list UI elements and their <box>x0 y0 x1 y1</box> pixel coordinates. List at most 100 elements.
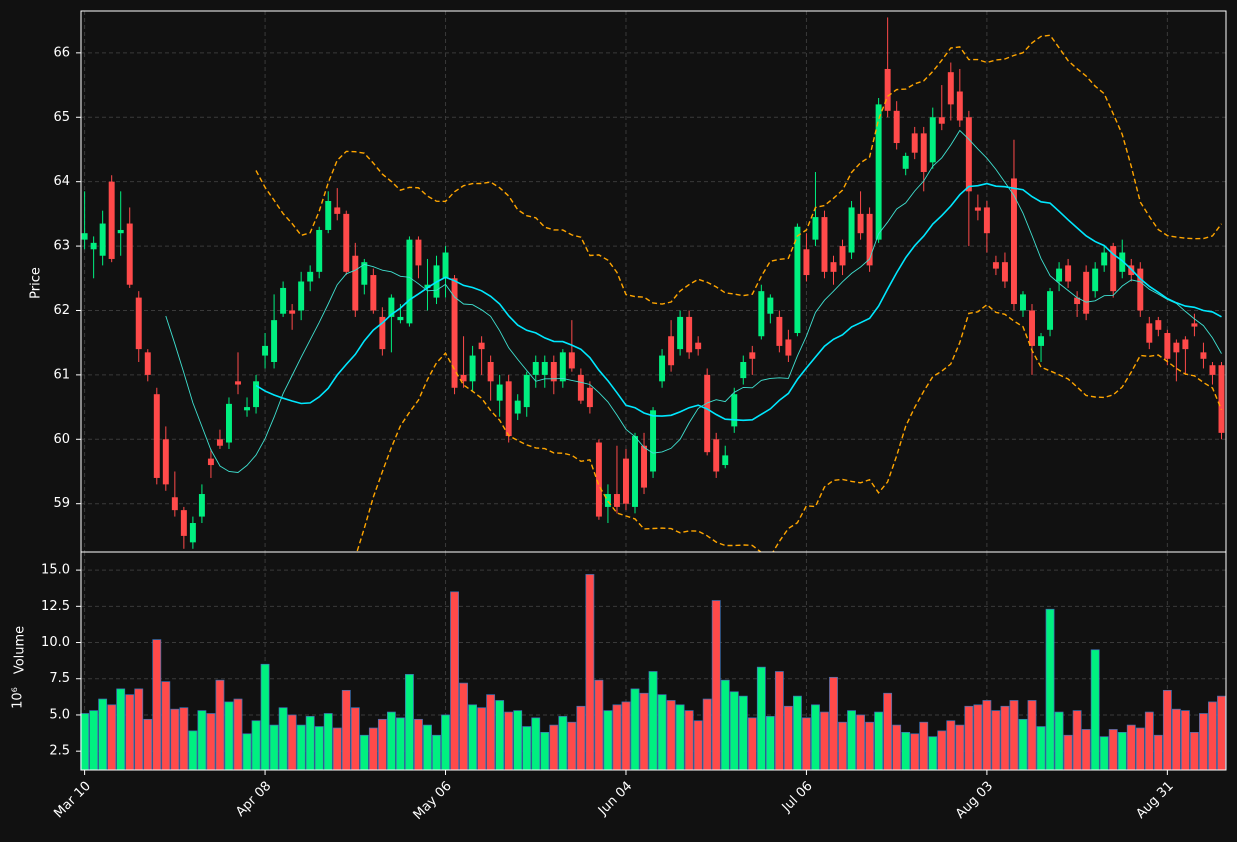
candle-body <box>1182 339 1189 350</box>
candle-body <box>316 229 323 272</box>
candle-body <box>632 436 638 507</box>
candle-body <box>325 200 332 230</box>
volume-bar <box>531 717 541 771</box>
volume-bar <box>1000 705 1010 771</box>
candle-body <box>623 458 629 504</box>
volume-bar <box>774 671 784 771</box>
volume-bar <box>1027 700 1037 771</box>
y-tick-label: 60 <box>53 432 70 447</box>
candle-body <box>289 310 296 314</box>
volume-bar <box>1108 729 1118 771</box>
candle-body <box>550 362 557 382</box>
candle-body <box>280 287 287 314</box>
candle-body <box>81 233 88 240</box>
candle-body <box>397 316 404 321</box>
volume-bar <box>991 710 1001 771</box>
volume-bar <box>242 733 252 771</box>
volume-bar <box>783 705 793 771</box>
volume-bar <box>278 707 288 771</box>
volume-bar <box>197 710 207 771</box>
volume-bar <box>341 689 351 771</box>
candle-body <box>559 352 566 382</box>
candle-body <box>650 410 657 472</box>
volume-bar <box>802 717 811 771</box>
candle-body <box>180 510 187 536</box>
volume-bar <box>621 701 631 771</box>
volume-bar <box>1199 713 1208 771</box>
volume-bar <box>648 671 658 771</box>
volume-bar <box>892 724 902 771</box>
volume-bar <box>901 731 911 771</box>
candle-body <box>1038 336 1045 346</box>
candle-body <box>1173 342 1180 353</box>
candle-body <box>244 407 250 411</box>
candle-body <box>929 117 936 163</box>
candle-body <box>785 339 792 356</box>
volume-bar <box>1090 649 1100 771</box>
candle-body <box>893 110 900 144</box>
candle-body <box>983 207 990 234</box>
volume-bar <box>1036 726 1046 771</box>
volume-bar <box>504 711 514 771</box>
candle-body <box>1218 365 1225 433</box>
candle-body <box>875 104 882 240</box>
volume-bar <box>756 666 766 771</box>
volume-bar <box>1190 731 1199 771</box>
volume-bar <box>964 705 974 771</box>
bollinger-band <box>255 34 1223 305</box>
volume-bar <box>829 676 838 771</box>
candle-body <box>848 207 855 253</box>
candle-body <box>758 291 765 337</box>
moving-average <box>255 182 1222 422</box>
volume-bar <box>116 688 126 771</box>
candle-body <box>1209 365 1216 375</box>
y-tick-label: 65 <box>53 110 70 125</box>
volume-bar <box>224 701 234 771</box>
volume-bar <box>1018 718 1028 771</box>
candle-body <box>424 284 431 288</box>
volume-bar <box>820 711 829 771</box>
volume-bar <box>847 710 856 771</box>
volume-bar <box>684 710 694 771</box>
candle-body <box>857 213 864 234</box>
candle-body <box>1191 323 1198 327</box>
volume-bar <box>323 713 333 771</box>
volume-bar <box>919 721 929 771</box>
volume-bar <box>350 707 360 771</box>
volume-bar <box>305 716 315 771</box>
indicator-lines <box>165 34 1223 552</box>
candle-body <box>262 345 269 356</box>
y-tick-label: 61 <box>53 367 70 382</box>
candle-body <box>1065 265 1072 282</box>
volume-bar <box>910 733 920 771</box>
candle-body <box>514 400 521 414</box>
volume-bar <box>729 691 739 771</box>
volume-bar <box>125 694 135 771</box>
volume-bar <box>1208 701 1217 771</box>
candle-body <box>1020 294 1026 311</box>
candle-body <box>992 262 999 269</box>
volume-bar <box>720 679 730 771</box>
volume-bar <box>495 700 505 771</box>
candle-body <box>379 316 386 350</box>
candle-body <box>153 394 160 478</box>
volume-bar <box>540 731 550 771</box>
volume-bar <box>1054 711 1064 771</box>
volume-bar <box>269 724 279 771</box>
volume-bar <box>702 698 712 771</box>
volume-label: Volume <box>13 626 28 674</box>
candle-body <box>613 494 620 507</box>
volume-bar <box>359 734 369 771</box>
y-tick-label: 66 <box>53 45 70 60</box>
candle-body <box>1200 352 1207 359</box>
volume-bar <box>188 730 198 771</box>
volume-bar <box>765 716 775 771</box>
volume-bar <box>432 734 441 771</box>
volume-bar <box>522 726 532 771</box>
candle-body <box>442 252 449 279</box>
volume-bar <box>161 681 171 771</box>
volume-bar <box>251 720 261 771</box>
volume-bar <box>468 704 478 771</box>
volume-bar <box>296 724 306 771</box>
candle-body <box>677 316 684 350</box>
